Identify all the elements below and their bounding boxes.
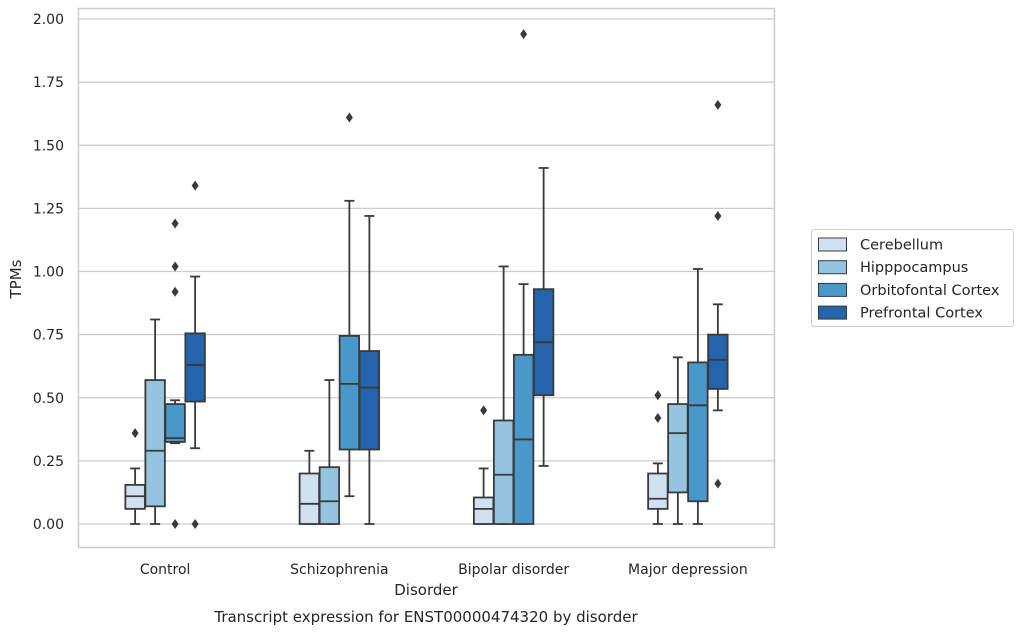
box-group bbox=[124, 428, 146, 525]
x-tick-label: Control bbox=[140, 562, 191, 578]
x-axis-label: Disorder bbox=[394, 581, 458, 599]
box-iqr bbox=[338, 334, 361, 451]
x-tick-label: Schizophrenia bbox=[290, 562, 388, 578]
box-iqr bbox=[707, 333, 729, 390]
x-tick-label: Bipolar disorder bbox=[458, 562, 569, 578]
box-group bbox=[164, 218, 186, 529]
box-iqr bbox=[318, 466, 341, 525]
box-group bbox=[184, 180, 206, 529]
y-tick-label: 1.25 bbox=[33, 201, 64, 217]
y-tick-labels: 0.00 0.25 0.50 0.75 1.00 1.25 1.50 1.75 2.00 bbox=[33, 12, 64, 533]
y-tick-label: 1.50 bbox=[33, 138, 64, 154]
box-group bbox=[687, 268, 709, 525]
outlier-point bbox=[654, 390, 662, 401]
outlier-point bbox=[171, 261, 179, 272]
box-group bbox=[512, 29, 535, 525]
box-iqr bbox=[358, 350, 381, 451]
box-iqr bbox=[667, 403, 689, 494]
legend-label: Orbitofontal Cortex bbox=[860, 283, 1000, 299]
box-group bbox=[358, 215, 381, 525]
box-iqr bbox=[298, 472, 321, 525]
legend-swatch bbox=[818, 282, 847, 297]
x-tick-label: Major depression bbox=[628, 562, 748, 578]
legend-label: Prefrontal Cortex bbox=[860, 306, 983, 322]
box-series bbox=[124, 29, 729, 529]
y-tick-label: 1.00 bbox=[33, 265, 64, 281]
y-tick-label: 0.00 bbox=[33, 517, 64, 533]
box-iqr bbox=[472, 496, 495, 525]
outlier-point bbox=[714, 478, 722, 489]
box-group bbox=[647, 390, 669, 525]
outlier-point bbox=[714, 99, 722, 110]
box-group bbox=[707, 99, 729, 489]
outlier-point bbox=[171, 218, 179, 229]
outlier-point bbox=[191, 180, 199, 191]
plot-area-frame bbox=[77, 7, 776, 549]
legend-label: Hipppocampus bbox=[860, 260, 968, 276]
outlier-point bbox=[520, 29, 528, 40]
box-iqr bbox=[184, 332, 206, 403]
box-iqr bbox=[687, 361, 709, 503]
box-iqr bbox=[164, 403, 186, 443]
outlier-point bbox=[714, 210, 722, 221]
legend-swatch bbox=[818, 260, 847, 275]
y-tick-label: 0.50 bbox=[33, 391, 64, 407]
y-axis-label: TPMs bbox=[7, 259, 25, 299]
outlier-point bbox=[345, 112, 353, 123]
legend-swatch bbox=[818, 305, 847, 320]
outlier-point bbox=[171, 519, 179, 529]
legend-label: Cerebellum bbox=[860, 238, 943, 254]
box-group bbox=[318, 379, 341, 525]
legend-swatch bbox=[818, 237, 847, 252]
box-group bbox=[298, 449, 321, 525]
box-iqr bbox=[647, 472, 669, 510]
x-tick-labels: Control Schizophrenia Bipolar disorder Majo… bbox=[140, 562, 748, 578]
legend-frame bbox=[811, 229, 1014, 327]
outlier-point bbox=[191, 519, 199, 529]
box-group bbox=[144, 318, 166, 525]
box-group bbox=[532, 167, 555, 467]
outlier-point bbox=[480, 405, 488, 416]
outlier-point bbox=[131, 428, 139, 439]
box-iqr bbox=[492, 419, 515, 525]
outlier-point bbox=[654, 412, 662, 423]
legend: Cerebellum Hipppocampus Orbitofontal Corte… bbox=[811, 229, 1014, 327]
box-group bbox=[338, 112, 361, 498]
box-iqr bbox=[144, 379, 166, 508]
y-tick-label: 2.00 bbox=[33, 12, 64, 28]
y-tick-label: 1.75 bbox=[33, 75, 64, 91]
outlier-point bbox=[171, 286, 179, 297]
box-group bbox=[492, 265, 515, 525]
y-tick-label: 0.25 bbox=[33, 454, 64, 470]
box-group bbox=[667, 356, 689, 525]
box-group bbox=[472, 405, 495, 525]
y-tick-label: 0.75 bbox=[33, 328, 64, 344]
chart-title: Transcript expression for ENST0000047432… bbox=[213, 608, 638, 626]
